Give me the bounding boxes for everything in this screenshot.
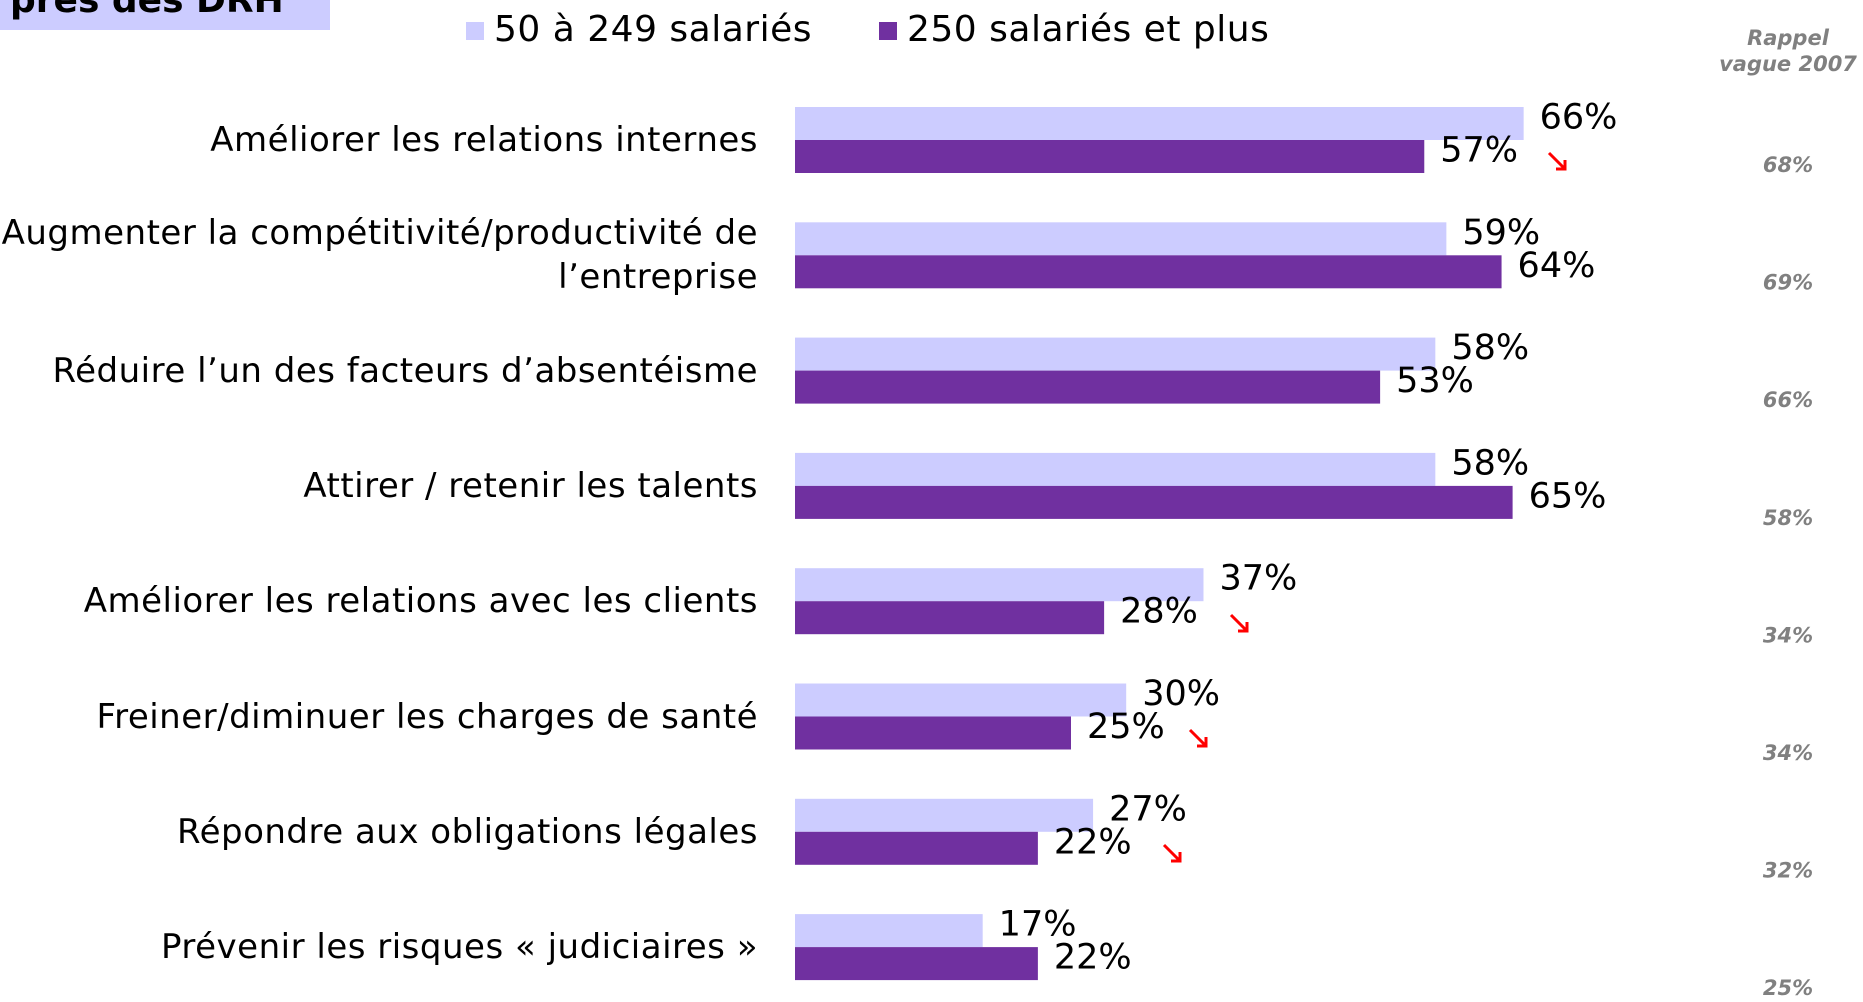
down-arrow xyxy=(1229,613,1249,633)
bar xyxy=(795,683,1127,717)
bar xyxy=(795,140,1425,173)
reference-value: 58% xyxy=(1763,506,1813,530)
value-label: 22% xyxy=(1054,822,1132,862)
value-label: 17% xyxy=(999,905,1077,945)
legend-label: 250 salariés et plus xyxy=(907,9,1269,50)
bar xyxy=(795,107,1524,140)
value-label: 37% xyxy=(1219,559,1297,599)
reference-header: Rappel xyxy=(1747,26,1830,50)
category-label: Réduire l’un des facteurs d’absentéisme xyxy=(52,350,758,391)
reference-value: 25% xyxy=(1763,976,1813,1000)
down-arrow xyxy=(1547,151,1567,171)
bar xyxy=(795,222,1447,256)
bar xyxy=(795,716,1071,750)
category-label: Attirer / retenir les talents xyxy=(303,465,758,506)
bar xyxy=(795,914,983,948)
bar xyxy=(795,568,1204,602)
reference-value: 68% xyxy=(1763,153,1813,177)
reference-value: 69% xyxy=(1763,271,1813,295)
value-label: 57% xyxy=(1440,131,1518,171)
category-label: Améliorer les relations internes xyxy=(210,120,758,160)
bar xyxy=(795,798,1094,832)
down-arrows xyxy=(1162,151,1567,863)
value-label: 27% xyxy=(1109,789,1187,829)
value-label: 30% xyxy=(1142,674,1220,714)
category-label: Augmenter la compétitivité/productivité … xyxy=(1,213,758,298)
category-label: Améliorer les relations avec les clients xyxy=(83,581,758,622)
bar xyxy=(795,255,1502,289)
down-arrow xyxy=(1188,728,1208,748)
value-label: 59% xyxy=(1462,213,1540,253)
reference-value: 32% xyxy=(1763,859,1813,883)
category-label: Prévenir les risques « judiciaires » xyxy=(161,927,758,968)
value-label: 64% xyxy=(1518,246,1596,286)
value-label: 65% xyxy=(1529,476,1607,516)
value-label: 25% xyxy=(1087,707,1165,747)
legend-label: 50 à 249 salariés xyxy=(494,9,812,50)
chart-title: près des DRH xyxy=(10,0,284,21)
value-label: 58% xyxy=(1451,443,1529,483)
bar xyxy=(795,452,1436,486)
bar xyxy=(795,337,1436,371)
legend-swatch xyxy=(466,22,484,40)
value-label: 28% xyxy=(1120,592,1198,632)
title-box xyxy=(0,0,330,30)
reference-value: 34% xyxy=(1763,741,1813,765)
bar xyxy=(795,601,1105,635)
reference-value: 66% xyxy=(1763,388,1813,412)
bar xyxy=(795,831,1038,865)
category-label: Répondre aux obligations légales xyxy=(176,811,758,852)
value-label: 58% xyxy=(1451,328,1529,368)
value-label: 22% xyxy=(1054,938,1132,978)
category-label: Freiner/diminuer les charges de santé xyxy=(96,696,758,737)
bar xyxy=(795,947,1038,981)
bar xyxy=(795,485,1513,519)
legend-swatch xyxy=(879,22,897,40)
reference-value: 34% xyxy=(1763,623,1813,647)
down-arrow xyxy=(1162,843,1182,863)
reference-header: vague 2007 xyxy=(1719,52,1857,76)
value-label: 66% xyxy=(1540,98,1618,138)
bar xyxy=(795,370,1381,404)
value-label: 53% xyxy=(1396,361,1474,401)
